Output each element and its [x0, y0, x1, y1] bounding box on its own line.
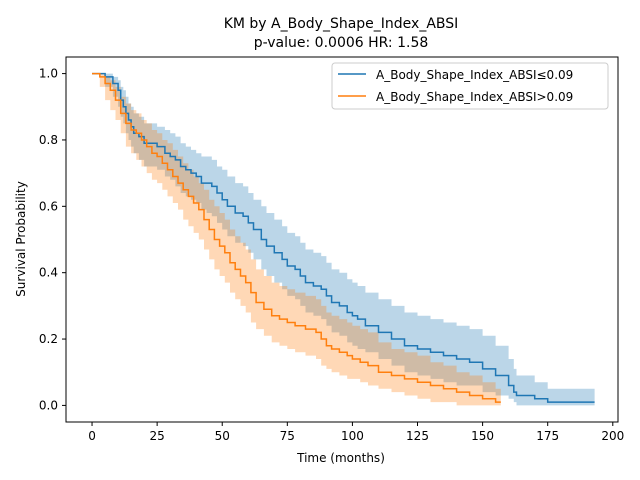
survival-line-series-2 [92, 72, 501, 403]
y-axis-label: Survival Probability [14, 181, 28, 297]
chart-subtitle: p-value: 0.0006 HR: 1.58 [254, 35, 429, 51]
legend-box [331, 62, 609, 110]
y-tick-label: 0.4 [39, 266, 58, 280]
chart-title: KM by A_Body_Shape_Index_ABSI [224, 16, 459, 32]
survival-line-series-1 [92, 72, 595, 403]
x-tick-label: 75 [280, 429, 295, 443]
x-tick-label: 0 [88, 429, 96, 443]
x-tick-label: 125 [406, 429, 429, 443]
plot-frame [65, 56, 619, 423]
y-tick-label: 0.2 [39, 332, 58, 346]
x-tick-label: 25 [149, 429, 164, 443]
x-tick-label: 175 [536, 429, 559, 443]
y-tick-label: 0.6 [39, 199, 58, 213]
y-tick-label: 1.0 [39, 67, 58, 81]
x-axis-label: Time (months) [296, 451, 385, 465]
ci-band-series-2 [92, 73, 501, 406]
legend-label-series-2: A_Body_Shape_Index_ABSI>0.09 [376, 90, 573, 104]
plot-area: 0 25 50 75 100 125 150 175 200 0.0 0.2 0.4 0.6 0.8 1.0 [39, 56, 624, 443]
legend-label-series-1: A_Body_Shape_Index_ABSI≤0.09 [376, 68, 573, 82]
x-tick-label: 200 [601, 429, 624, 443]
x-tick-label: 150 [471, 429, 494, 443]
legend: A_Body_Shape_Index_ABSI≤0.09 A_Body_Shap… [331, 62, 609, 110]
y-tick-label: 0.0 [39, 398, 58, 412]
x-tick-label: 50 [215, 429, 230, 443]
y-tick-label: 0.8 [39, 133, 58, 147]
x-tick-label: 100 [341, 429, 364, 443]
